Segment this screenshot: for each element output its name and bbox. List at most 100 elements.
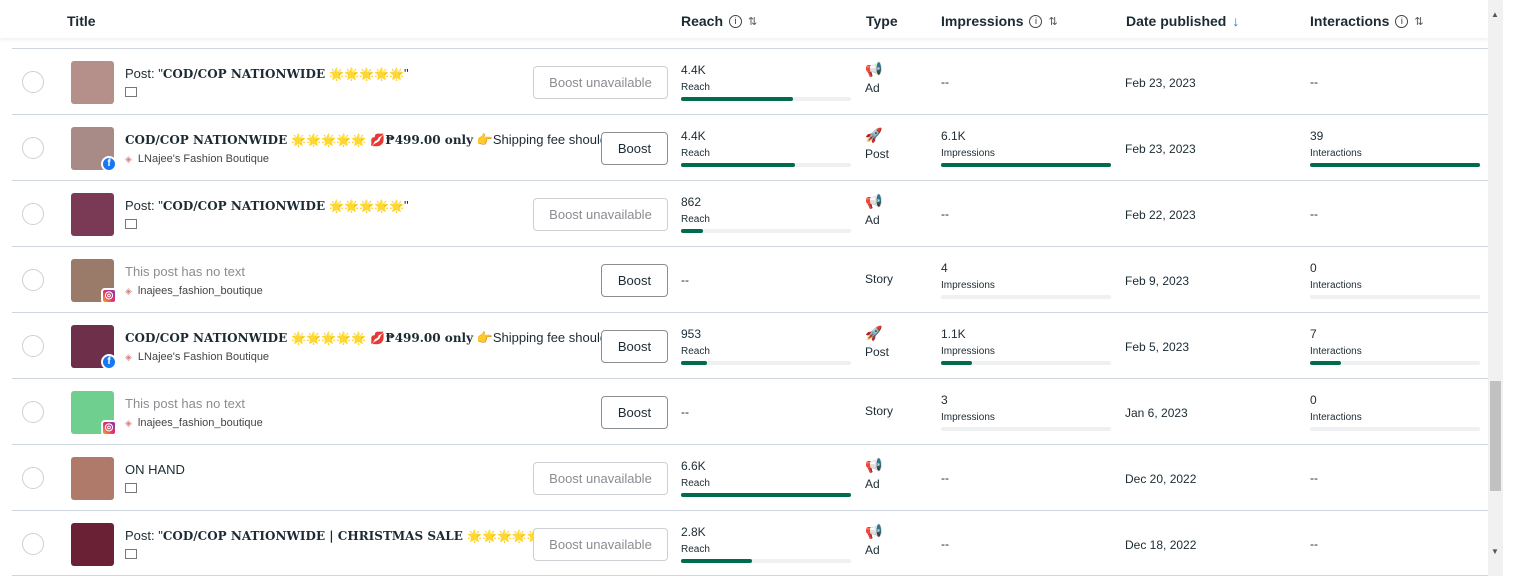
impressions-bar [941,163,1111,167]
interactions-bar [1310,361,1480,365]
row-select-radio[interactable] [22,401,44,423]
scroll-up-icon[interactable]: ▲ [1491,10,1499,19]
table-row[interactable]: ◎ This post has no text ◈ lnajees_fashion… [12,378,1488,444]
impressions-bar-fill [941,163,1111,167]
reach-value: 862 [681,195,702,209]
reach-metric: 2.8K Reach [681,525,851,563]
boost-unavailable-button[interactable]: Boost unavailable [533,528,668,561]
post-title[interactable]: Post: "COD/COP NATIONWIDE | CHRISTMAS SA… [125,528,546,543]
info-icon[interactable]: i [1395,14,1409,28]
row-select-radio[interactable] [22,269,44,291]
row-select-radio[interactable] [22,533,44,555]
instagram-icon: ◎ [101,288,117,304]
impressions-label: Impressions [941,280,995,291]
post-thumbnail[interactable] [71,61,114,104]
table-row[interactable]: ◎ This post has no text ◈ lnajees_fashion… [12,246,1488,312]
post-title[interactable]: This post has no text [125,264,245,279]
impressions-value: 1.1K [941,327,966,341]
table-row[interactable]: ON HAND Boost unavailable 6.6K Reach 📢 Ad … [12,444,1488,510]
impressions-header-label: Impressions [941,13,1024,29]
reach-value: 6.6K [681,459,706,473]
post-title[interactable]: ON HAND [125,462,185,477]
info-icon[interactable]: i [729,14,743,28]
column-impressions[interactable]: Impressions i ⇅ [941,13,1058,29]
impressions-bar [941,361,1111,365]
boost-button[interactable]: Boost [601,264,668,297]
boost-unavailable-button[interactable]: Boost unavailable [533,66,668,99]
impressions-empty: -- [941,537,949,551]
table-row[interactable]: Post: "COD/COP NATIONWIDE 🌟🌟🌟🌟🌟" Boost u… [12,180,1488,246]
post-title[interactable]: Post: "COD/COP NATIONWIDE 🌟🌟🌟🌟🌟" [125,198,409,213]
boost-button[interactable]: Boost [601,132,668,165]
date-published: Feb 23, 2023 [1125,76,1196,90]
impressions-metric: 1.1K Impressions [941,327,1111,365]
interactions-value: 0 [1310,261,1317,275]
page-icon-row [125,87,137,97]
boost-button[interactable]: Boost [601,396,668,429]
megaphone-icon: 📢 [865,457,883,473]
table-row[interactable]: Post: "COD/COP NATIONWIDE | CHRISTMAS SA… [12,510,1488,576]
facebook-icon: f [101,156,117,172]
table-row[interactable]: f COD/COP NATIONWIDE 🌟🌟🌟🌟🌟 💋₱499.00 only… [12,114,1488,180]
page-icon [125,219,137,229]
boost-unavailable-button[interactable]: Boost unavailable [533,198,668,231]
boost-unavailable-button[interactable]: Boost unavailable [533,462,668,495]
impressions-empty: -- [941,75,949,89]
scrollbar[interactable]: ▲ ▼ [1488,0,1503,576]
reach-bar-fill [681,97,794,101]
page-icon-row [125,549,137,559]
table-row[interactable]: Post: "COD/COP NATIONWIDE 🌟🌟🌟🌟🌟" Boost u… [12,48,1488,114]
megaphone-icon: 📢 [865,193,883,209]
reach-bar [681,361,851,365]
sort-icon[interactable]: ⇅ [748,15,758,28]
scrollbar-thumb[interactable] [1490,381,1501,491]
info-icon[interactable]: i [1029,14,1043,28]
post-title[interactable]: This post has no text [125,396,245,411]
rocket-icon: 🚀 [865,325,883,341]
column-interactions[interactable]: Interactions i ⇅ [1310,13,1424,29]
post-title[interactable]: COD/COP NATIONWIDE 🌟🌟🌟🌟🌟 💋₱499.00 only 👉… [125,330,618,346]
impressions-bar [941,427,1111,431]
account-label: LNajee's Fashion Boutique [137,153,270,165]
interactions-bar [1310,163,1480,167]
account-name: ◈ LNajee's Fashion Boutique [125,351,269,363]
arrow-down-icon[interactable]: ↓ [1232,13,1240,29]
post-thumbnail[interactable] [71,523,114,566]
reach-metric: 4.4K Reach [681,63,851,101]
avatar: ◈ [125,417,132,428]
table-row[interactable]: f COD/COP NATIONWIDE 🌟🌟🌟🌟🌟 💋₱499.00 only… [12,312,1488,378]
sort-icon[interactable]: ⇅ [1414,15,1424,28]
row-select-radio[interactable] [22,137,44,159]
facebook-icon: f [101,354,117,370]
post-title[interactable]: Post: "COD/COP NATIONWIDE 🌟🌟🌟🌟🌟" [125,66,409,81]
scroll-down-icon[interactable]: ▼ [1491,547,1499,556]
account-label: lnajees_fashion_boutique [137,285,263,297]
type-cell: 📢 Ad [865,61,882,95]
title-prefix: Post: " [125,198,163,213]
title-bold: COD/COP NATIONWIDE 🌟🌟🌟🌟🌟 💋₱499.00 only [125,133,474,147]
title-suffix: " [403,198,409,213]
boost-button[interactable]: Boost [601,330,668,363]
post-title[interactable]: COD/COP NATIONWIDE 🌟🌟🌟🌟🌟 💋₱499.00 only 👉… [125,132,618,148]
sort-icon[interactable]: ⇅ [1048,15,1058,28]
interactions-empty: -- [1310,75,1318,89]
type-label: Ad [865,477,880,491]
post-thumbnail[interactable] [71,457,114,500]
interactions-label: Interactions [1310,280,1362,291]
page-icon [125,549,137,559]
page-icon-row [125,483,137,493]
column-title: Title [67,13,96,29]
column-date[interactable]: Date published ↓ [1126,13,1239,29]
row-select-radio[interactable] [22,203,44,225]
type-cell: 📢 Ad [865,193,882,227]
row-select-radio[interactable] [22,335,44,357]
instagram-icon: ◎ [101,420,117,436]
row-select-radio[interactable] [22,467,44,489]
interactions-metric: 39 Interactions [1310,129,1480,167]
reach-label: Reach [681,82,710,93]
row-select-radio[interactable] [22,71,44,93]
post-thumbnail[interactable] [71,193,114,236]
column-reach[interactable]: Reach i ⇅ [681,13,757,29]
type-label: Post [865,345,890,359]
reach-label: Reach [681,478,710,489]
